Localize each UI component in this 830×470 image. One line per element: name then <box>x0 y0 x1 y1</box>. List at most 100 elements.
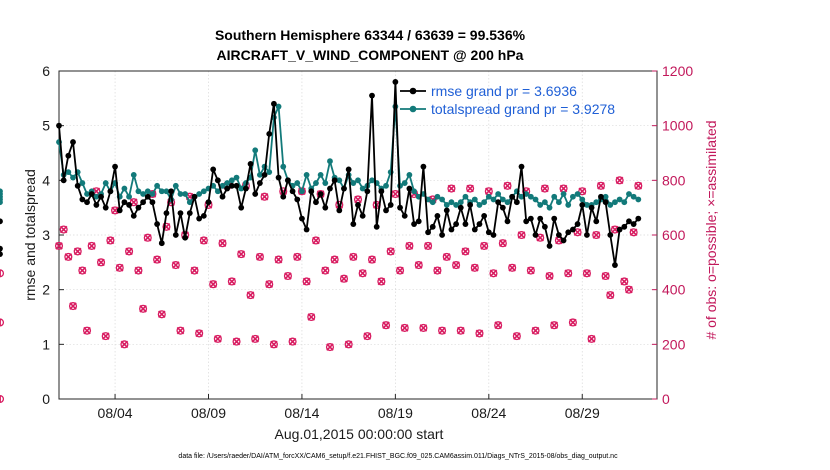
obs-possible-point <box>349 252 358 261</box>
obs-possible-point <box>213 334 222 343</box>
obs-possible-point <box>232 337 241 346</box>
totalspread-point <box>481 199 488 206</box>
obs-possible-point <box>587 334 596 343</box>
obs-assimilated-stroke <box>466 184 474 193</box>
obs-assimilated-point <box>368 255 376 264</box>
rmse-point <box>140 199 146 206</box>
obs-assimilated-stroke <box>615 176 624 185</box>
totalspread-point <box>635 196 642 203</box>
obs-assimilated-point <box>447 184 456 193</box>
obs-possible-point <box>325 343 335 352</box>
totalspread-point <box>219 182 226 189</box>
obs-assimilated-stroke <box>115 264 124 272</box>
obs-possible-point <box>195 329 204 338</box>
totalspread-point <box>158 188 165 195</box>
x-tick-label: 08/29 <box>565 405 600 421</box>
obs-assimilated-stroke <box>569 318 577 327</box>
obs-assimilated-stroke <box>101 332 110 340</box>
obs-possible-point <box>297 187 306 196</box>
totalspread-point <box>448 199 455 206</box>
obs-assimilated-stroke <box>134 266 143 275</box>
obs-possible-point <box>246 291 255 300</box>
obs-assimilated-stroke <box>433 266 442 275</box>
totalspread-point <box>485 193 492 200</box>
totalspread-point <box>322 180 329 186</box>
totalspread-point <box>355 177 361 184</box>
totalspread-point <box>0 191 3 197</box>
obs-possible-point <box>596 181 605 190</box>
obs-assimilated-point <box>569 318 577 327</box>
obs-assimilated-point <box>629 228 638 237</box>
obs-assimilated-point <box>358 269 367 278</box>
obs-assimilated-point <box>200 236 208 245</box>
totalspread-point <box>228 177 235 184</box>
rmse-point <box>397 204 403 211</box>
obs-assimilated-point <box>386 247 395 256</box>
y-tick-label: 0 <box>42 391 50 407</box>
y-right-tick-label: 800 <box>662 172 686 188</box>
obs-assimilated-stroke <box>344 340 353 349</box>
totalspread-point <box>453 202 460 208</box>
totalspread-point <box>294 180 301 186</box>
totalspread-point <box>84 191 90 197</box>
obs-assimilated-point <box>377 277 386 286</box>
obs-assimilated-point <box>158 310 166 319</box>
obs-possible-point <box>526 266 535 275</box>
obs-assimilated-stroke <box>452 261 460 269</box>
obs-assimilated-point <box>340 274 348 283</box>
obs-possible-point <box>503 181 512 190</box>
obs-assimilated-point <box>419 324 428 332</box>
obs-assimilated-point <box>527 266 535 275</box>
obs-assimilated-point <box>564 269 573 278</box>
totalspread-point <box>126 193 132 200</box>
obs-assimilated-point <box>321 266 330 275</box>
totalspread-point <box>317 171 324 178</box>
obs-assimilated-point <box>438 326 446 335</box>
rmse-point <box>154 221 161 227</box>
obs-possible-point <box>321 266 330 275</box>
obs-assimilated-point <box>87 242 96 250</box>
obs-assimilated-point <box>270 340 278 349</box>
chart-subtitle: AIRCRAFT_V_WIND_COMPONENT @ 200 hPa <box>217 47 524 63</box>
rmse-point <box>504 218 511 225</box>
totalspread-point <box>574 191 581 197</box>
totalspread-point <box>186 199 193 206</box>
rmse-point <box>387 202 394 208</box>
rmse-point <box>509 193 516 200</box>
y-tick-label: 2 <box>42 282 50 298</box>
totalspread-point <box>299 188 305 195</box>
obs-assimilated-stroke <box>200 236 208 245</box>
totalspread-point <box>555 199 562 206</box>
rmse-point <box>392 79 399 85</box>
obs-assimilated-point <box>302 277 311 286</box>
obs-assimilated-point <box>83 326 91 335</box>
obs-assimilated-point <box>209 280 217 288</box>
rmse-point <box>341 185 347 192</box>
y-tick-label: 4 <box>42 172 50 188</box>
obs-assimilated-stroke <box>606 291 615 299</box>
obs-possible-point <box>176 326 185 335</box>
obs-assimilated-stroke <box>573 228 582 237</box>
obs-possible-point <box>59 225 68 234</box>
obs-possible-point <box>536 233 545 242</box>
rmse-point <box>0 218 3 225</box>
obs-assimilated-point <box>354 195 362 204</box>
obs-possible-point <box>274 255 283 264</box>
obs-possible-point <box>316 189 325 199</box>
totalspread-point <box>570 193 576 200</box>
obs-assimilated-stroke <box>620 277 629 286</box>
rmse-point <box>355 202 361 208</box>
totalspread-point <box>275 103 282 110</box>
obs-assimilated-point <box>625 285 633 294</box>
y-tick-label: 3 <box>42 227 50 243</box>
obs-assimilated-stroke <box>64 253 73 261</box>
obs-assimilated-stroke <box>97 258 105 267</box>
data-file-footnote: data file: /Users/raeder/DAI/ATM_forcXX/… <box>178 453 618 460</box>
obs-assimilated-stroke <box>321 266 330 275</box>
x-tick-label: 08/09 <box>191 405 226 421</box>
obs-assimilated-point <box>69 302 77 310</box>
totalspread-point <box>560 191 567 197</box>
obs-possible-point <box>339 274 349 283</box>
obs-possible-point <box>540 184 549 193</box>
obs-assimilated-point <box>195 329 203 338</box>
